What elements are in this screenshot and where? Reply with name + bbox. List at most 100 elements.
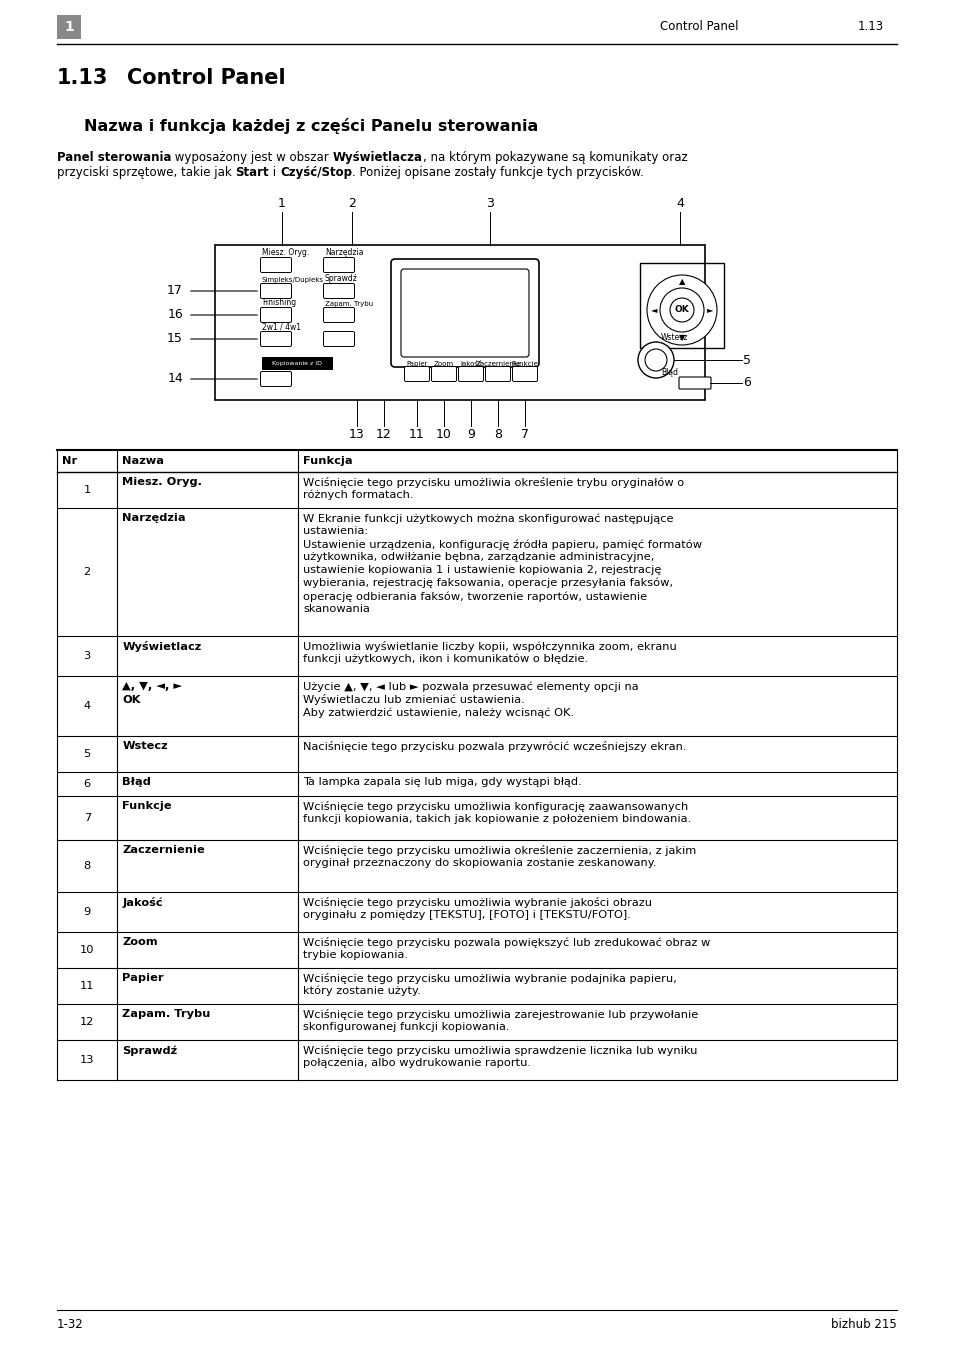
FancyBboxPatch shape <box>260 258 292 273</box>
Text: Naciśnięcie tego przycisku pozwala przywrócić wcześniejszy ekran.: Naciśnięcie tego przycisku pozwala przyw… <box>303 741 686 752</box>
Text: 4: 4 <box>676 197 683 211</box>
Text: Jakość: Jakość <box>122 896 163 909</box>
FancyBboxPatch shape <box>260 371 292 386</box>
FancyBboxPatch shape <box>260 284 292 298</box>
Text: Control Panel: Control Panel <box>127 68 285 88</box>
Text: 1: 1 <box>64 20 73 34</box>
Text: Panel sterowania: Panel sterowania <box>57 151 172 163</box>
Text: bizhub 215: bizhub 215 <box>830 1318 896 1331</box>
Text: Start: Start <box>235 166 269 180</box>
Text: 12: 12 <box>375 428 392 441</box>
Circle shape <box>646 275 717 346</box>
Text: 7: 7 <box>84 813 91 823</box>
Text: Funkcje: Funkcje <box>122 801 172 811</box>
Text: 3: 3 <box>485 197 494 211</box>
Text: Zaczernienie: Zaczernienie <box>475 360 520 367</box>
Circle shape <box>659 288 703 332</box>
Text: Simpleks/Dupleks: Simpleks/Dupleks <box>262 277 324 284</box>
Text: Zapam. Trybu: Zapam. Trybu <box>122 1008 211 1019</box>
Text: , na którym pokazywane są komunikaty oraz: , na którym pokazywane są komunikaty ora… <box>422 151 687 163</box>
Text: 13: 13 <box>349 428 364 441</box>
Text: 5: 5 <box>84 749 91 759</box>
Text: 3: 3 <box>84 651 91 661</box>
FancyBboxPatch shape <box>400 269 529 356</box>
Text: operację odbierania faksów, tworzenie raportów, ustawienie: operację odbierania faksów, tworzenie ra… <box>303 591 646 602</box>
Text: 11: 11 <box>409 428 424 441</box>
Text: Ustawienie urządzenia, konfigurację źródła papieru, pamięć formatów: Ustawienie urządzenia, konfigurację źród… <box>303 539 701 549</box>
Text: Umożliwia wyświetlanie liczby kopii, współczynnika zoom, ekranu: Umożliwia wyświetlanie liczby kopii, wsp… <box>303 641 676 652</box>
Text: 2w1 / 4w1: 2w1 / 4w1 <box>262 323 301 331</box>
Bar <box>639 263 723 348</box>
Text: OK: OK <box>122 695 141 705</box>
Text: Miesz. Oryg.: Miesz. Oryg. <box>262 248 309 256</box>
FancyBboxPatch shape <box>323 308 355 323</box>
Text: 1.13: 1.13 <box>857 20 883 34</box>
Text: 10: 10 <box>436 428 452 441</box>
Text: . Poniżej opisane zostały funkcje tych przycisków.: . Poniżej opisane zostały funkcje tych p… <box>352 166 643 180</box>
FancyBboxPatch shape <box>323 332 355 347</box>
Text: Wciśnięcie tego przycisku umożliwia wybranie jakości obrazu: Wciśnięcie tego przycisku umożliwia wybr… <box>303 896 652 909</box>
FancyBboxPatch shape <box>260 308 292 323</box>
Text: 2: 2 <box>84 567 91 576</box>
Text: Ta lampka zapala się lub miga, gdy wystąpi błąd.: Ta lampka zapala się lub miga, gdy wystą… <box>303 778 581 787</box>
Text: Wstecz: Wstecz <box>122 741 168 751</box>
Text: 8: 8 <box>84 861 91 871</box>
Text: ustawienia:: ustawienia: <box>303 526 368 536</box>
Text: W Ekranie funkcji użytkowych można skonfigurować następujące: W Ekranie funkcji użytkowych można skonf… <box>303 513 673 524</box>
Text: Sprawdź: Sprawdź <box>122 1045 177 1056</box>
Text: 4: 4 <box>84 701 91 711</box>
Text: wybierania, rejestrację faksowania, operacje przesyłania faksów,: wybierania, rejestrację faksowania, oper… <box>303 578 673 589</box>
Text: użytkownika, odwiłżanie bębna, zarządzanie administracyjne,: użytkownika, odwiłżanie bębna, zarządzan… <box>303 552 654 562</box>
FancyBboxPatch shape <box>391 259 538 367</box>
Text: wyposażony jest w obszar: wyposażony jest w obszar <box>172 151 333 163</box>
Text: Miesz. Oryg.: Miesz. Oryg. <box>122 477 202 487</box>
FancyBboxPatch shape <box>404 366 429 382</box>
Text: Wyświetlaczu lub zmieniać ustawienia.: Wyświetlaczu lub zmieniać ustawienia. <box>303 694 524 705</box>
Text: 10: 10 <box>80 945 94 954</box>
Text: 9: 9 <box>84 907 91 917</box>
Text: Zoom: Zoom <box>122 937 158 946</box>
Text: Funkcje: Funkcje <box>511 360 537 367</box>
Text: Błąd: Błąd <box>660 369 678 377</box>
Text: ▲: ▲ <box>678 278 684 286</box>
Text: Czyść/Stop: Czyść/Stop <box>280 166 352 180</box>
FancyBboxPatch shape <box>260 332 292 347</box>
FancyBboxPatch shape <box>679 377 710 389</box>
Text: oryginał przeznaczony do skopiowania zostanie zeskanowany.: oryginał przeznaczony do skopiowania zos… <box>303 859 656 868</box>
Text: Zoom: Zoom <box>434 360 454 367</box>
Text: trybie kopiowania.: trybie kopiowania. <box>303 950 408 960</box>
Circle shape <box>644 350 666 371</box>
Text: Sprawdź: Sprawdź <box>325 274 357 284</box>
Text: 16: 16 <box>167 309 183 321</box>
Text: Nazwa i funkcja każdej z części Panelu sterowania: Nazwa i funkcja każdej z części Panelu s… <box>84 117 537 134</box>
Bar <box>57 15 81 39</box>
Text: 6: 6 <box>84 779 91 788</box>
Text: Nr: Nr <box>62 456 77 466</box>
FancyBboxPatch shape <box>431 366 456 382</box>
Text: który zostanie użyty.: który zostanie użyty. <box>303 986 420 996</box>
Text: Wciśnięcie tego przycisku umożliwia sprawdzenie licznika lub wyniku: Wciśnięcie tego przycisku umożliwia spra… <box>303 1045 697 1056</box>
Text: Aby zatwierdzić ustawienie, należy wcisnąć OK.: Aby zatwierdzić ustawienie, należy wcisn… <box>303 707 574 717</box>
Text: połączenia, albo wydrukowanie raportu.: połączenia, albo wydrukowanie raportu. <box>303 1058 531 1068</box>
Text: 2: 2 <box>348 197 355 211</box>
Text: Control Panel: Control Panel <box>659 20 738 34</box>
FancyBboxPatch shape <box>323 258 355 273</box>
Text: Finishing: Finishing <box>262 298 295 306</box>
Text: 1-32: 1-32 <box>57 1318 84 1331</box>
Text: Nazwa: Nazwa <box>122 456 164 466</box>
Circle shape <box>669 298 693 323</box>
Text: 17: 17 <box>167 285 183 297</box>
Text: Wciśnięcie tego przycisku umożliwia wybranie podajnika papieru,: Wciśnięcie tego przycisku umożliwia wybr… <box>303 973 676 984</box>
Text: funkcji użytkowych, ikon i komunikatów o błędzie.: funkcji użytkowych, ikon i komunikatów o… <box>303 653 588 664</box>
Text: Wciśnięcie tego przycisku umożliwia określenie trybu oryginałów o: Wciśnięcie tego przycisku umożliwia okre… <box>303 477 683 487</box>
Text: 13: 13 <box>80 1054 94 1065</box>
Text: 5: 5 <box>742 354 750 366</box>
Text: Wyświetlacza: Wyświetlacza <box>333 151 422 163</box>
Text: Użycie ▲, ▼, ◄ lub ► pozwala przesuwać elementy opcji na: Użycie ▲, ▼, ◄ lub ► pozwala przesuwać e… <box>303 680 639 691</box>
Text: i: i <box>269 166 280 180</box>
Text: różnych formatach.: różnych formatach. <box>303 490 414 501</box>
Text: ▲, ▼, ◄, ►: ▲, ▼, ◄, ► <box>122 680 182 691</box>
Text: ustawienie kopiowania 1 i ustawienie kopiowania 2, rejestrację: ustawienie kopiowania 1 i ustawienie kop… <box>303 566 660 575</box>
Text: Kopiowanie z ID: Kopiowanie z ID <box>272 360 322 366</box>
Text: 6: 6 <box>742 377 750 390</box>
